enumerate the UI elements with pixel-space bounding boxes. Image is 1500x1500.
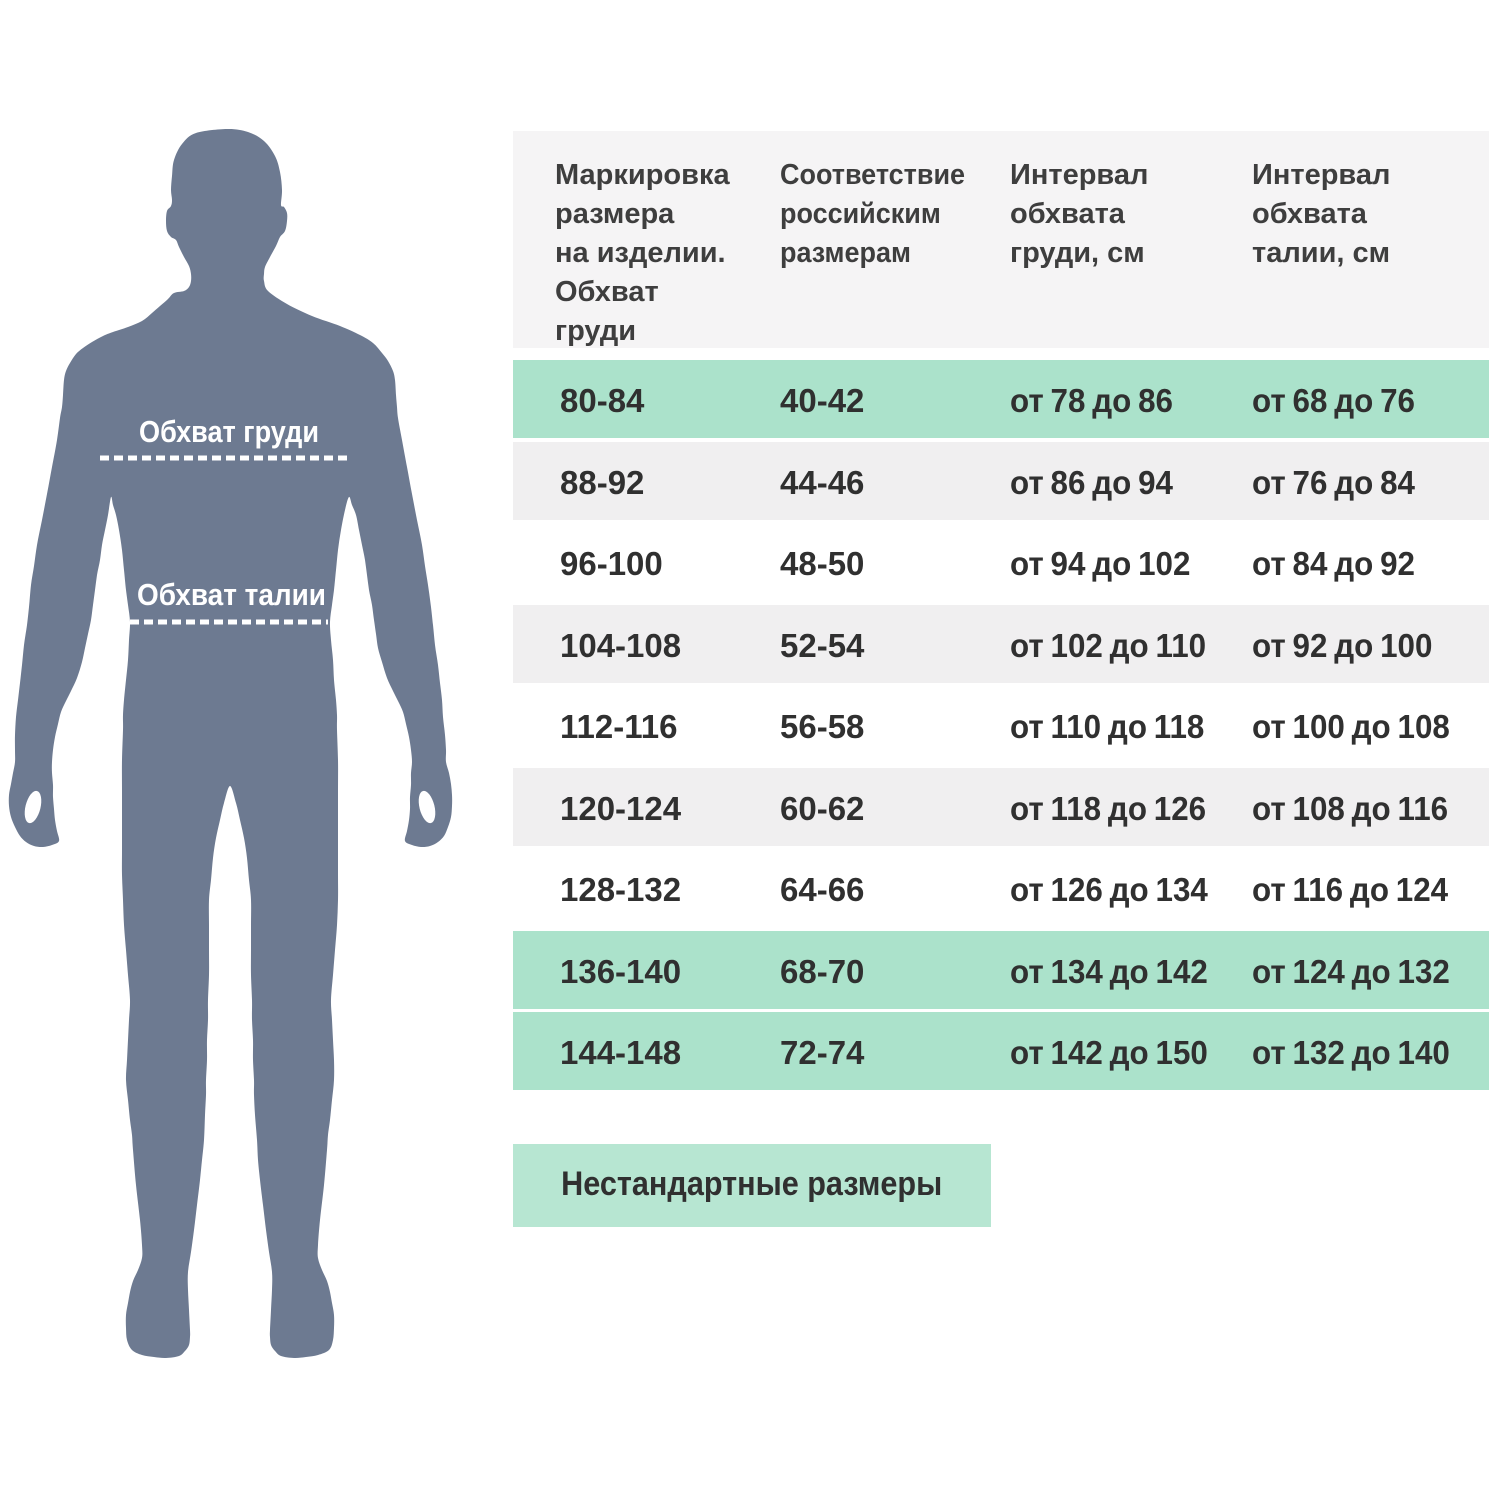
svg-text:Обхват груди: Обхват груди [139, 414, 319, 449]
svg-text:Обхват талии: Обхват талии [137, 577, 326, 612]
